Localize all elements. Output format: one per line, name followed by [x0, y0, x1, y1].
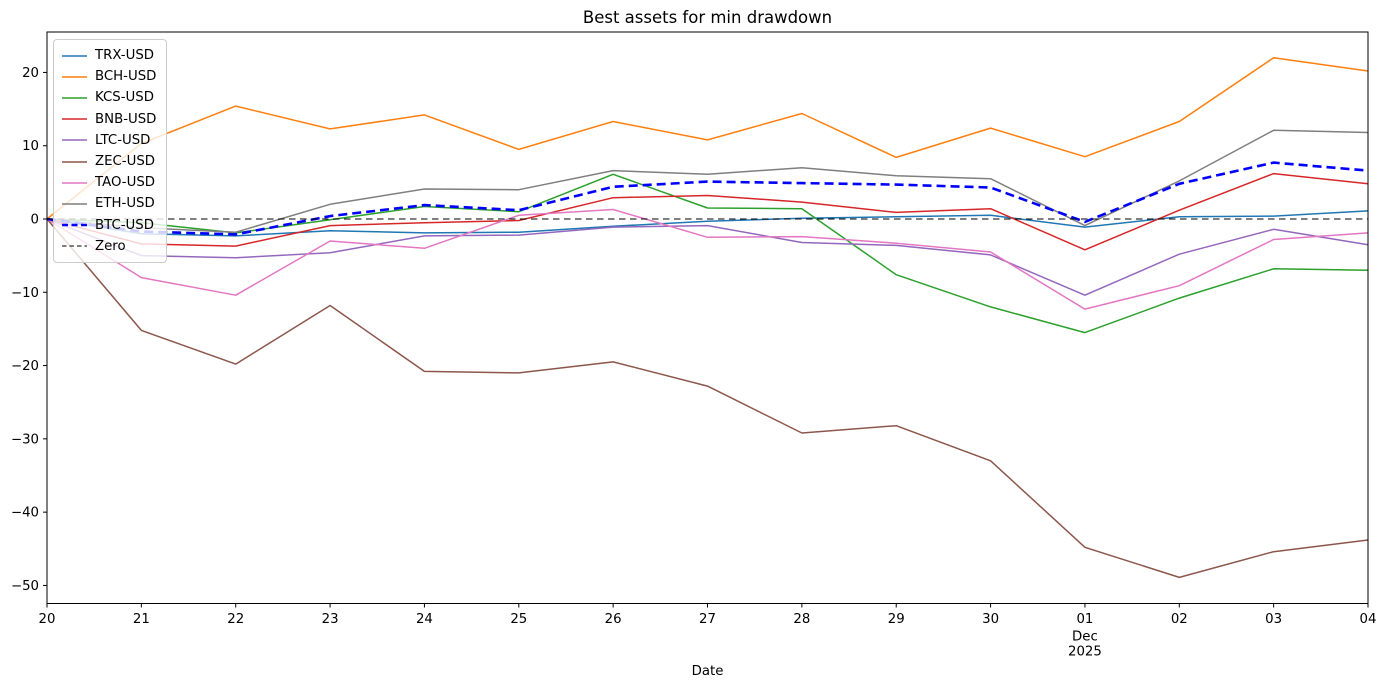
x-tick-label-30: 30 [982, 612, 999, 627]
x-tick-label-20: 20 [39, 612, 56, 627]
legend-line-sample-TRX-USD [62, 54, 87, 57]
legend-line-sample-BNB-USD [62, 118, 87, 120]
legend-label-TAO-USD: TAO-USD [95, 175, 155, 191]
legend-line-sample-KCS-USD [62, 97, 87, 99]
x-axis-period-label-2025: 2025 [1068, 645, 1102, 660]
legend-item-KCS-USD: KCS-USD [61, 87, 156, 108]
legend-line-sample-ETH-USD [62, 203, 87, 205]
x-tick-label-03: 03 [1265, 612, 1282, 627]
legend-line-sample-Zero [62, 245, 87, 247]
x-tick-label-02: 02 [1171, 612, 1188, 627]
legend-item-TAO-USD: TAO-USD [61, 172, 156, 193]
legend-item-BNB-USD: BNB-USD [61, 109, 156, 130]
series-line-TRX-USD [46, 210, 1369, 237]
chart-title: Best assets for min drawdown [582, 8, 833, 27]
series-line-BTC-USD [46, 161, 1369, 236]
legend-line-sample-BTC-USD [62, 223, 87, 227]
legend-line-sample-BCH-USD [62, 76, 87, 78]
legend-item-TRX-USD: TRX-USD [61, 45, 156, 66]
legend-line-sample-LTC-USD [62, 139, 87, 142]
y-tick-label--50: −50 [11, 579, 39, 594]
series-line-KCS-USD [46, 173, 1369, 334]
legend: TRX-USD BCH-USD KCS-USD BNB-USD LTC-USD ZEC-U… [53, 39, 168, 263]
series-line-BNB-USD [46, 172, 1369, 251]
x-axis-period-label-Dec: Dec [1072, 630, 1098, 645]
series-line-ETH-USD [46, 129, 1369, 233]
x-tick-label-21: 21 [133, 612, 150, 627]
legend-item-BTC-USD: BTC-USD [61, 215, 156, 236]
x-tick-label-27: 27 [699, 612, 716, 627]
legend-label-ETH-USD: ETH-USD [95, 196, 155, 212]
legend-item-Zero: Zero [61, 236, 156, 257]
x-axis-label: Date [691, 664, 724, 679]
y-tick-label--30: −30 [11, 432, 39, 447]
x-tick-label-22: 22 [227, 612, 244, 627]
series-line-ZEC-USD [46, 218, 1369, 579]
series-line-LTC-USD [46, 218, 1369, 296]
series-line-BCH-USD [46, 57, 1369, 220]
legend-label-LTC-USD: LTC-USD [95, 132, 151, 148]
x-tick-label-29: 29 [888, 612, 905, 627]
x-tick-label-26: 26 [605, 612, 622, 627]
y-tick-label--40: −40 [11, 506, 39, 521]
legend-label-BNB-USD: BNB-USD [95, 111, 157, 127]
y-tick-label-0: 0 [31, 213, 39, 228]
axes-spines [46, 31, 1369, 604]
x-tick-label-04: 04 [1360, 612, 1377, 627]
legend-line-sample-TAO-USD [62, 181, 87, 184]
legend-label-ZEC-USD: ZEC-USD [95, 154, 156, 170]
x-tick-label-25: 25 [510, 612, 527, 627]
legend-label-BTC-USD: BTC-USD [95, 217, 154, 233]
y-tick-label-20: 20 [22, 66, 39, 81]
legend-label-Zero: Zero [95, 238, 126, 254]
y-tick-label--20: −20 [11, 359, 39, 374]
y-tick-label-10: 10 [22, 139, 39, 154]
x-tick-label-28: 28 [793, 612, 810, 627]
x-tick-label-01: 01 [1076, 612, 1093, 627]
legend-item-ZEC-USD: ZEC-USD [61, 151, 156, 172]
legend-item-LTC-USD: LTC-USD [61, 130, 156, 151]
legend-label-TRX-USD: TRX-USD [95, 48, 155, 64]
x-tick-label-23: 23 [322, 612, 339, 627]
legend-item-ETH-USD: ETH-USD [61, 193, 156, 214]
legend-label-BCH-USD: BCH-USD [95, 69, 157, 85]
y-tick-label--10: −10 [11, 286, 39, 301]
x-tick-label-24: 24 [416, 612, 433, 627]
series-line-TAO-USD [46, 208, 1369, 310]
legend-item-BCH-USD: BCH-USD [61, 66, 156, 87]
legend-line-sample-ZEC-USD [62, 160, 87, 163]
legend-label-KCS-USD: KCS-USD [95, 90, 154, 106]
